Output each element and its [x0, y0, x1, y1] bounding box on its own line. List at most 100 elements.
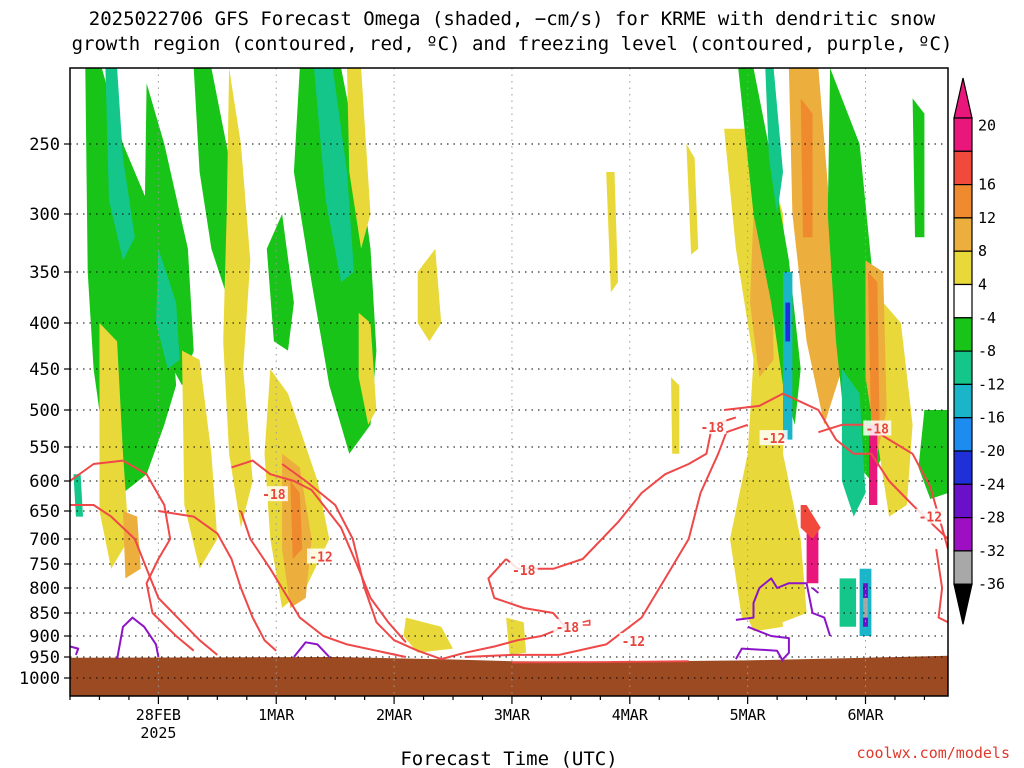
omega-area-teal [839, 578, 857, 627]
contour-label-bg [916, 508, 945, 524]
colorbar-label: -8 [978, 342, 996, 360]
omega-area-yellow [223, 68, 253, 528]
colorbar-swatch [953, 184, 973, 219]
colorbar-swatch [953, 283, 973, 319]
y-tick-label: 550 [29, 438, 60, 458]
dgz-contour-minus18 [505, 416, 737, 570]
colorbar-label: -20 [978, 442, 1005, 460]
freezing-level-contour [293, 641, 331, 658]
y-tick-label: 450 [29, 360, 60, 380]
y-tick-label: 950 [29, 648, 60, 668]
omega-area-teal [841, 369, 866, 517]
plot-frame [69, 67, 949, 697]
omega-area-yellow [606, 172, 618, 293]
omega-area-darkblue [785, 302, 791, 342]
colorbar-label: -24 [978, 475, 1005, 493]
contour-label-bg [509, 561, 538, 577]
omega-area-yellow [182, 350, 218, 569]
x-tick-label: 3MAR [494, 706, 531, 724]
chart-title-line2: growth region (contoured, red, ºC) and f… [71, 33, 953, 55]
omega-area-yellow [506, 617, 527, 655]
colorbar-label: 12 [978, 209, 996, 227]
omega-area-green [266, 214, 294, 351]
dgz-contour-minus12 [281, 463, 442, 661]
omega-area-darkorange [800, 98, 813, 238]
dgz-contour-minus18 [511, 660, 689, 664]
omega-area-darkorange [290, 481, 303, 559]
contour-label: -12 [762, 432, 785, 447]
freezing-level-contour [735, 577, 832, 637]
colorbar-label: -28 [978, 509, 1005, 527]
omega-area-teal [73, 474, 83, 517]
colorbar-swatch [953, 317, 973, 352]
chart-title-line1: 2025022706 GFS Forecast Omega (shaded, −… [88, 8, 936, 30]
y-tick-label: 1000 [19, 669, 60, 689]
omega-area-magenta [806, 527, 819, 584]
contour-label-bg [619, 633, 648, 649]
credit-text: coolwx.com/models [856, 744, 1010, 762]
y-tick-label: 800 [29, 579, 60, 599]
colorbar-swatch [953, 117, 973, 152]
dgz-contour-minus18 [158, 510, 277, 652]
colorbar-swatch [953, 350, 973, 386]
freezing-level-contour [747, 625, 790, 660]
y-tick-label: 850 [29, 604, 60, 624]
omega-area-yellow [671, 377, 680, 454]
colorbar-swatch [953, 450, 973, 485]
x-axis-label: Forecast Time (UTC) [400, 748, 617, 768]
omega-area-green [912, 98, 925, 238]
omega-area-teal [105, 68, 135, 261]
colorbar-swatch [953, 483, 973, 519]
x-year-label: 2025 [140, 724, 176, 742]
omega-area-teal [156, 248, 180, 369]
colorbar-swatch [953, 250, 973, 286]
colorbar-swatch [953, 516, 973, 552]
colorbar-swatch [953, 550, 973, 585]
freezing-level-contour [116, 616, 160, 660]
omega-area-yellow [99, 323, 129, 569]
dgz-contour-minus18 [440, 558, 566, 661]
omega-area-yellow [417, 248, 442, 342]
omega-area-darkorange [867, 272, 880, 440]
contour-label: -12 [919, 511, 942, 526]
y-tick-label: 500 [29, 401, 60, 421]
colorbar-swatch [953, 383, 973, 419]
colorbar-label: -16 [978, 409, 1005, 427]
x-tick-label: 1MAR [258, 706, 295, 724]
dgz-contour-minus12 [935, 548, 948, 624]
contour-label: -12 [622, 635, 645, 650]
y-tick-label: 750 [29, 555, 60, 575]
x-tick-label: 6MAR [847, 706, 884, 724]
dgz-contour-small [582, 619, 591, 626]
contour-label-bg [863, 420, 892, 436]
omega-area-teal [765, 68, 783, 214]
x-tick-label: 5MAR [730, 706, 767, 724]
y-tick-label: 300 [29, 205, 60, 225]
omega-area-yellow [403, 617, 453, 653]
y-tick-label: 400 [29, 314, 60, 334]
dgz-contour-minus12 [464, 423, 749, 658]
dgz-contour-minus12 [70, 504, 218, 656]
colorbar-swatch [953, 417, 973, 452]
contour-label-bg [553, 618, 582, 634]
omega-area-red [800, 505, 821, 539]
freezing-level-contour [70, 645, 80, 656]
colorbar-label: 4 [978, 276, 987, 294]
colorbar-top-arrow [953, 77, 973, 119]
contour-label-bg [759, 430, 788, 446]
contour-label: -18 [866, 423, 890, 438]
contour-label-bg [259, 486, 288, 502]
omega-area-green [918, 410, 948, 499]
x-tick-label: 4MAR [612, 706, 649, 724]
contour-label: -18 [701, 421, 725, 436]
colorbar-swatch [953, 150, 973, 186]
omega-area-yellow [347, 68, 371, 249]
colorbar-swatch [953, 217, 973, 252]
colorbar-label: 8 [978, 242, 987, 260]
dgz-contour-minus18 [70, 459, 195, 652]
omega-area-blue [783, 272, 793, 440]
colorbar-label: -36 [978, 575, 1005, 593]
contour-label: -18 [512, 564, 536, 579]
x-tick-label: 2MAR [376, 706, 413, 724]
